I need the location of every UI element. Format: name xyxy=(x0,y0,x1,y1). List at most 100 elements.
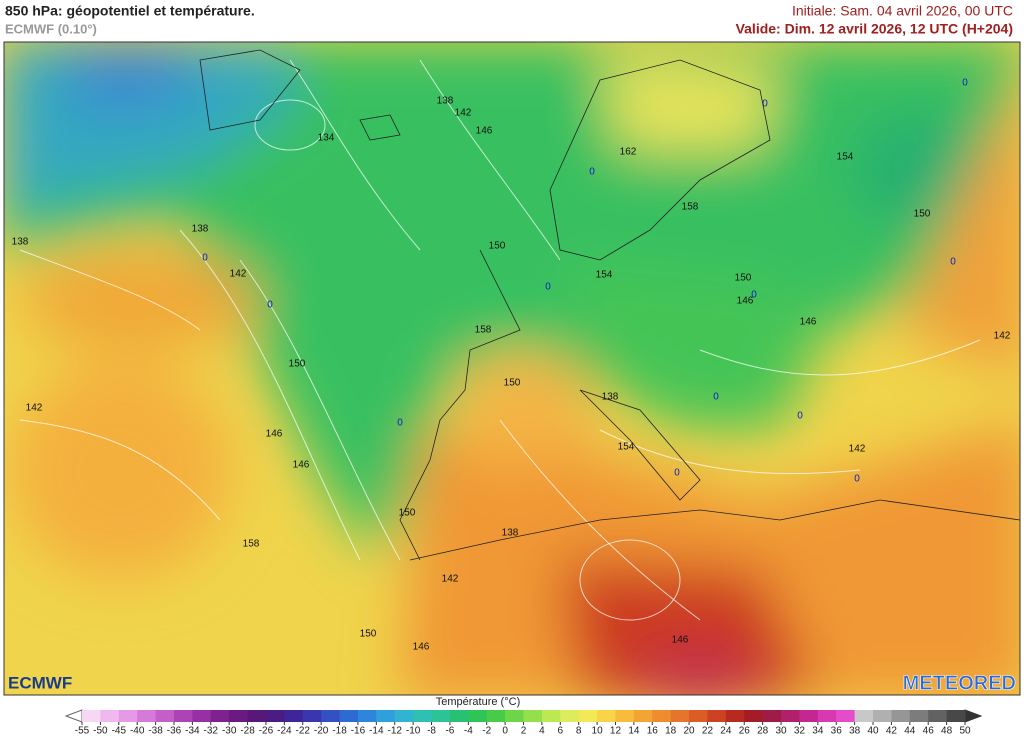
freezing-label: 0 xyxy=(854,474,860,485)
contour-label: 150 xyxy=(504,378,521,389)
colorbar-label: 8 xyxy=(576,726,582,736)
colorbar-label: 18 xyxy=(665,726,677,736)
colorbar-label: 0 xyxy=(502,726,508,736)
colorbar-label: 42 xyxy=(886,726,898,736)
title: 850 hPa: géopotentiel et température. xyxy=(5,3,255,19)
contour-label: 142 xyxy=(26,403,43,414)
colorbar-label: 12 xyxy=(610,726,622,736)
colorbar-label: 22 xyxy=(702,726,714,736)
colorbar-label: -18 xyxy=(332,726,347,736)
freezing-label: 0 xyxy=(267,300,273,311)
colorbar-label: -50 xyxy=(93,726,108,736)
freezing-label: 0 xyxy=(713,392,719,403)
contour-label: 158 xyxy=(243,539,260,550)
colorbar-label: 2 xyxy=(521,726,527,736)
freezing-label: 0 xyxy=(545,282,551,293)
colorbar-segment xyxy=(173,710,193,722)
contour-label: 158 xyxy=(682,202,699,213)
contour-label: 150 xyxy=(735,273,752,284)
contour-label: 142 xyxy=(455,108,472,119)
contour-label: 158 xyxy=(475,325,492,336)
colorbar-label: 6 xyxy=(558,726,564,736)
colorbar-label: -8 xyxy=(427,726,436,736)
colorbar-label: 48 xyxy=(941,726,953,736)
contour-label: 150 xyxy=(489,241,506,252)
contour-label: 162 xyxy=(620,147,637,158)
contour-label: 154 xyxy=(837,152,854,163)
legend-title: Température (°C) xyxy=(436,696,520,708)
colorbar-segment xyxy=(376,710,396,722)
colorbar-label: 32 xyxy=(794,726,806,736)
contour-label: 146 xyxy=(413,642,430,653)
colorbar-label: 38 xyxy=(849,726,861,736)
logo-meteored: METEORED xyxy=(903,672,1016,694)
contour-label: 142 xyxy=(230,269,247,280)
colorbar-segment xyxy=(82,710,101,722)
colorbar-segment xyxy=(523,710,543,722)
colorbar-label: -10 xyxy=(406,726,421,736)
contour-label: 150 xyxy=(914,209,931,220)
freezing-label: 0 xyxy=(202,253,208,264)
freezing-label: 0 xyxy=(589,167,595,178)
colorbar-segment xyxy=(284,710,304,722)
contour-label: 138 xyxy=(437,96,454,107)
colorbar-segment xyxy=(946,710,966,722)
colorbar-segment xyxy=(357,710,377,722)
colorbar-segment xyxy=(817,710,837,722)
colorbar-label: 46 xyxy=(923,726,935,736)
colorbar-segment xyxy=(762,710,782,722)
colorbar-segment xyxy=(413,710,433,722)
colorbar-label: 16 xyxy=(647,726,659,736)
colorbar-label: -14 xyxy=(369,726,384,736)
freezing-label: 0 xyxy=(962,78,968,89)
colorbar-label: -16 xyxy=(351,726,366,736)
colorbar-segment xyxy=(265,710,285,722)
contour-label: 154 xyxy=(596,270,613,281)
contour-label: 150 xyxy=(289,359,306,370)
colorbar-label: 28 xyxy=(757,726,769,736)
init-time: Initiale: Sam. 04 avril 2026, 00 UTC xyxy=(792,3,1013,19)
contour-label: 146 xyxy=(266,429,283,440)
colorbar-label: -28 xyxy=(240,726,255,736)
contour-label: 146 xyxy=(476,126,493,137)
colorbar-segment xyxy=(597,710,616,722)
colorbar-segment xyxy=(633,710,653,722)
colorbar-label: -24 xyxy=(277,726,292,736)
contour-label: 142 xyxy=(994,331,1011,342)
colorbar-label: -34 xyxy=(185,726,200,736)
colorbar-label: -20 xyxy=(314,726,329,736)
colorbar-segment xyxy=(873,710,892,722)
colorbar-label: -40 xyxy=(130,726,145,736)
colorbar-label: -30 xyxy=(222,726,237,736)
map-frame xyxy=(3,41,1021,696)
colorbar-segment xyxy=(155,710,175,722)
colorbar-label: -4 xyxy=(464,726,473,736)
colorbar-segment xyxy=(449,710,469,722)
contour-label: 138 xyxy=(192,224,209,235)
colorbar-segment xyxy=(247,710,267,722)
colorbar-segment xyxy=(339,710,359,722)
contour-label: 146 xyxy=(737,296,754,307)
contour-label: 146 xyxy=(800,317,817,328)
colorbar-label: -36 xyxy=(167,726,182,736)
colorbar-segment xyxy=(100,710,120,722)
valid-time: Valide: Dim. 12 avril 2026, 12 UTC (H+20… xyxy=(736,21,1013,37)
colorbar-segment xyxy=(431,710,451,722)
colorbar-label: -22 xyxy=(296,726,311,736)
colorbar-segment xyxy=(781,710,800,722)
colorbar-segment xyxy=(836,710,856,722)
colorbar-segment xyxy=(321,710,341,722)
colorbar-label: 36 xyxy=(831,726,843,736)
contour-label: 138 xyxy=(502,528,519,539)
colorbar-segment xyxy=(560,710,580,722)
colorbar-label: 14 xyxy=(628,726,640,736)
colorbar-segment xyxy=(302,710,322,722)
colorbar-arrow xyxy=(64,709,83,723)
colorbar-segment xyxy=(615,710,635,722)
colorbar-arrow xyxy=(964,709,983,723)
colorbar-segment xyxy=(725,710,745,722)
colorbar-label: 24 xyxy=(720,726,732,736)
contour-label: 142 xyxy=(442,574,459,585)
colorbar-segment xyxy=(210,710,230,722)
